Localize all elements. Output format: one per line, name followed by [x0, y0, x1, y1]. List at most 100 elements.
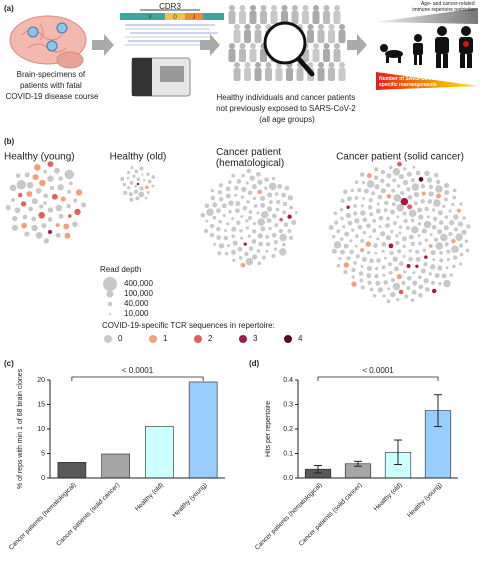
clone	[353, 261, 357, 265]
body	[333, 49, 341, 62]
clone	[242, 205, 248, 211]
head	[302, 5, 309, 11]
person	[244, 24, 251, 43]
clone	[423, 220, 432, 229]
clone	[444, 190, 450, 196]
title-line: Cancer patient	[216, 147, 281, 158]
clone	[245, 226, 250, 230]
clone	[268, 182, 277, 191]
clone	[355, 254, 360, 259]
clone	[360, 210, 366, 216]
color-key	[239, 335, 247, 343]
head	[313, 43, 319, 49]
clone	[257, 261, 262, 266]
clone	[466, 224, 471, 229]
legend-title: Read depth	[100, 265, 141, 274]
clone	[272, 213, 277, 219]
clone	[406, 275, 412, 281]
clone	[351, 267, 356, 273]
color-key-label: 4	[298, 334, 303, 343]
clone	[390, 291, 396, 298]
clone	[383, 256, 387, 260]
clone	[245, 219, 249, 223]
head	[234, 62, 240, 68]
clone	[58, 214, 64, 219]
body	[249, 49, 257, 62]
clone	[417, 234, 421, 238]
body	[254, 30, 262, 43]
clone	[132, 174, 136, 178]
head	[244, 62, 251, 68]
clone	[343, 189, 348, 195]
clone	[432, 216, 438, 222]
sequence-strip	[120, 9, 224, 20]
clone	[413, 201, 418, 206]
body	[307, 30, 314, 43]
bar	[145, 426, 174, 479]
body	[265, 68, 272, 81]
clone	[456, 208, 461, 213]
arrow	[347, 34, 367, 56]
clone	[240, 195, 245, 199]
head	[229, 5, 235, 11]
clone	[257, 189, 262, 195]
clone	[43, 201, 47, 205]
clone	[287, 229, 292, 233]
clone	[331, 248, 337, 254]
panel-label: (b)	[4, 137, 15, 146]
clone	[221, 203, 227, 209]
clone	[452, 255, 458, 260]
restriction-wedge	[376, 8, 478, 24]
clone	[346, 205, 350, 209]
clone	[268, 200, 273, 205]
clone	[444, 242, 449, 247]
y-tick-label: 0.4	[283, 377, 293, 384]
clone	[122, 182, 127, 187]
clone	[244, 251, 249, 257]
y-tick-label: 15	[37, 401, 45, 408]
clone	[430, 280, 435, 285]
clone	[369, 287, 374, 292]
size-key	[108, 312, 112, 316]
clone	[331, 234, 336, 239]
clone	[31, 224, 38, 232]
clone	[437, 229, 443, 235]
person	[233, 62, 241, 81]
clone	[134, 184, 137, 188]
size-key	[107, 301, 113, 307]
clone	[73, 198, 78, 203]
clone	[404, 294, 409, 299]
body	[296, 68, 304, 81]
clone	[47, 229, 52, 234]
clone	[120, 176, 125, 182]
person	[233, 24, 241, 43]
body	[260, 11, 267, 24]
error-bar	[434, 394, 442, 428]
sequencer	[131, 57, 191, 97]
clone	[421, 191, 426, 196]
clone	[232, 258, 236, 262]
clone	[277, 183, 283, 189]
clone	[375, 208, 381, 214]
clone	[203, 228, 209, 234]
clone	[265, 249, 269, 253]
brain-icon	[9, 15, 87, 69]
head	[234, 24, 240, 30]
clone	[5, 204, 11, 211]
clone	[31, 198, 38, 205]
body	[228, 49, 236, 62]
head	[328, 62, 335, 68]
clone	[255, 171, 261, 177]
body	[317, 68, 325, 81]
arrow	[92, 34, 114, 56]
clone	[18, 192, 23, 198]
clone	[368, 235, 372, 239]
clone	[205, 219, 209, 223]
body	[338, 68, 346, 81]
clone	[397, 249, 402, 254]
clone	[406, 285, 411, 291]
clone	[343, 243, 349, 249]
clone	[57, 184, 64, 191]
clone	[415, 264, 419, 268]
